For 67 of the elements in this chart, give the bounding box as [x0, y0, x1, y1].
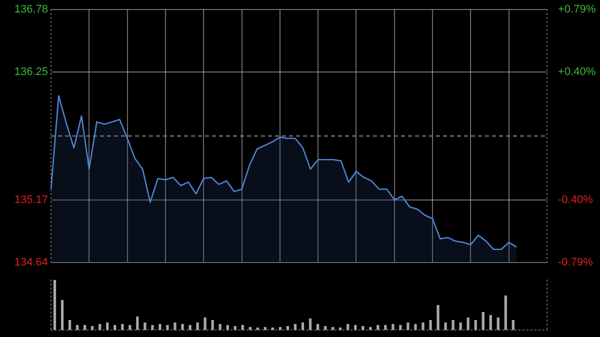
bar	[60, 300, 64, 330]
bar	[316, 324, 320, 330]
bar	[482, 312, 484, 330]
y2-tick-label: -0.79%	[558, 256, 594, 268]
bar	[392, 324, 394, 330]
bar	[114, 325, 116, 330]
bar	[278, 327, 282, 330]
bar	[376, 325, 380, 330]
bar	[466, 318, 470, 330]
bar	[369, 327, 372, 330]
bar	[429, 320, 432, 330]
bar	[324, 326, 327, 330]
bar	[354, 325, 357, 330]
bar	[196, 322, 199, 330]
bar	[474, 320, 477, 330]
bar	[234, 326, 236, 330]
bar	[346, 324, 350, 330]
bar	[204, 318, 206, 330]
bar	[128, 325, 132, 330]
y2-tick-label: +0.79%	[558, 4, 596, 16]
y-tick-label: 134.64	[14, 256, 48, 268]
bar	[166, 325, 169, 330]
bar	[98, 324, 102, 330]
bar	[332, 327, 334, 330]
bar	[286, 326, 290, 330]
bar	[384, 325, 387, 330]
bar	[144, 322, 146, 330]
bar	[489, 315, 492, 330]
bar	[459, 322, 462, 330]
y-tick-label: 135.17	[14, 194, 48, 206]
bar	[248, 327, 252, 330]
y2-tick-label: +0.40%	[558, 66, 596, 78]
bar	[399, 325, 402, 330]
y-tick-label: 136.78	[14, 4, 48, 16]
bar	[121, 324, 124, 330]
bar	[452, 320, 454, 330]
bar	[106, 322, 109, 330]
bar	[218, 324, 222, 330]
bar	[308, 318, 312, 330]
bar	[301, 322, 304, 330]
bar	[53, 280, 56, 330]
bar	[406, 322, 410, 330]
bar	[68, 320, 72, 330]
y-tick-label: 136.25	[14, 66, 48, 78]
bar	[444, 322, 447, 330]
bar	[76, 325, 79, 330]
bar	[504, 296, 507, 330]
bar	[294, 324, 297, 330]
bar	[226, 325, 229, 330]
bar	[241, 325, 244, 330]
bar	[414, 324, 417, 330]
bar	[174, 322, 176, 330]
bar	[211, 320, 214, 330]
bar	[188, 325, 192, 330]
bar	[91, 326, 94, 330]
bar	[512, 320, 514, 330]
bar	[422, 322, 424, 330]
y2-tick-label: -0.40%	[558, 194, 594, 206]
bar	[362, 326, 364, 330]
bar	[158, 324, 162, 330]
bar	[181, 324, 184, 330]
bar	[151, 325, 154, 330]
bar	[264, 327, 266, 330]
bar	[436, 305, 440, 330]
bar	[496, 318, 500, 330]
bar	[136, 316, 139, 330]
bar	[84, 325, 86, 330]
